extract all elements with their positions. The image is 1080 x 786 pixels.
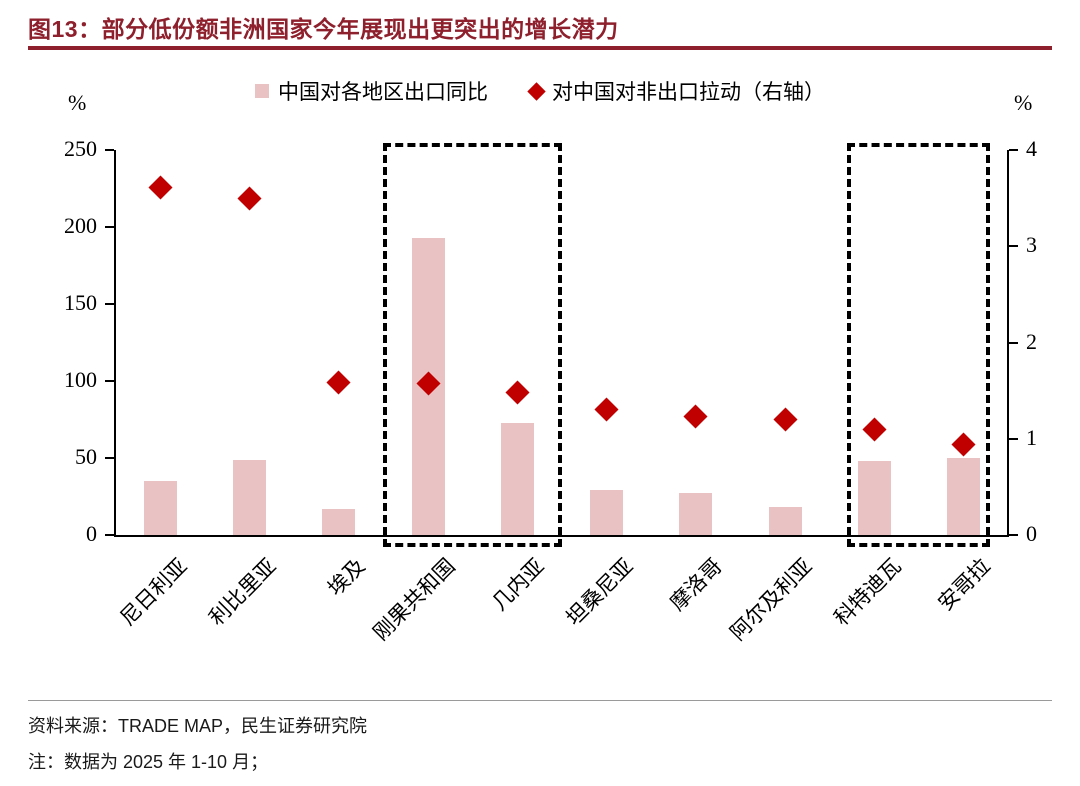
x-axis-label: 尼日利亚 xyxy=(115,553,192,631)
legend-label-bar-series: 中国对各地区出口同比 xyxy=(278,80,488,104)
bar xyxy=(768,507,802,535)
right-tick-mark xyxy=(1009,534,1018,536)
right-tick-mark xyxy=(1009,245,1018,248)
bar-swatch-icon xyxy=(255,84,269,98)
bar xyxy=(500,422,534,535)
figure-title: 图13：部分低份额非洲国家今年展现出更突出的增长潜力 xyxy=(28,16,619,42)
left-tick-mark xyxy=(105,457,114,459)
right-tick-label: 0 xyxy=(1026,521,1037,546)
right-tick-label: 4 xyxy=(1026,136,1037,161)
right-tick-mark xyxy=(1009,437,1018,440)
right-tick-label: 2 xyxy=(1026,328,1037,354)
right-tick-label: 3 xyxy=(1026,232,1037,258)
y-axis-line-left xyxy=(114,150,116,535)
left-tick-mark xyxy=(105,149,114,151)
right-tick-label: 1 xyxy=(1026,424,1037,450)
bar xyxy=(679,493,713,535)
x-axis-label: 埃及 xyxy=(323,553,371,601)
title-underline xyxy=(28,46,1052,50)
left-tick-mark xyxy=(105,226,114,228)
diamond-marker xyxy=(594,397,619,422)
x-axis-label: 利比里亚 xyxy=(204,553,281,631)
y-axis-line-right xyxy=(1007,150,1009,535)
left-tick-label: 150 xyxy=(64,290,97,315)
right-axis-unit-label: % xyxy=(1014,90,1033,115)
bar xyxy=(232,459,266,535)
legend-item-diamond-series: 对中国对非出口拉动（右轴） xyxy=(527,76,825,106)
left-tick-mark xyxy=(105,303,114,305)
left-tick-label: 0 xyxy=(86,521,97,546)
legend-item-bar-series: 中国对各地区出口同比 xyxy=(255,76,488,106)
diamond-marker xyxy=(148,175,173,200)
left-tick-label: 200 xyxy=(64,213,97,238)
left-tick-mark xyxy=(105,534,114,536)
left-tick-label: 250 xyxy=(64,136,97,161)
diamond-marker xyxy=(773,407,798,432)
data-note: 注：数据为 2025 年 1-10 月； xyxy=(28,752,269,772)
x-axis-label: 坦桑尼亚 xyxy=(561,553,638,631)
left-tick-mark xyxy=(105,380,114,382)
left-tick-label: 100 xyxy=(64,367,97,392)
diamond-marker xyxy=(326,370,351,395)
diamond-marker xyxy=(237,186,262,211)
footer-divider xyxy=(28,700,1052,701)
bar xyxy=(858,461,892,535)
diamond-marker xyxy=(683,404,708,429)
highlight-box xyxy=(847,143,991,547)
right-tick-mark xyxy=(1009,149,1018,151)
x-axis-label: 几内亚 xyxy=(487,553,549,616)
x-axis-label: 阿尔及利亚 xyxy=(725,553,817,646)
bar xyxy=(322,508,356,535)
chart: 中国对各地区出口同比 对中国对非出口拉动（右轴） % % 0 50 100 150 20… xyxy=(0,58,1080,678)
bar xyxy=(590,490,624,535)
bar xyxy=(947,458,981,535)
x-axis-label: 安哥拉 xyxy=(933,553,996,616)
diamond-swatch-icon xyxy=(527,81,546,101)
bar xyxy=(143,481,177,535)
legend-label-diamond-series: 对中国对非出口拉动（右轴） xyxy=(552,80,825,104)
x-axis-label: 摩洛哥 xyxy=(665,553,728,616)
x-axis-label: 科特迪瓦 xyxy=(829,553,906,631)
left-axis-unit-label: % xyxy=(68,90,87,115)
source-note: 资料来源：TRADE MAP，民生证券研究院 xyxy=(28,716,368,736)
chart-legend: 中国对各地区出口同比 对中国对非出口拉动（右轴） xyxy=(0,76,1080,106)
highlight-box xyxy=(382,143,562,547)
x-axis-label: 刚果共和国 xyxy=(368,553,460,646)
left-tick-label: 50 xyxy=(75,444,97,469)
right-tick-mark xyxy=(1009,341,1018,344)
